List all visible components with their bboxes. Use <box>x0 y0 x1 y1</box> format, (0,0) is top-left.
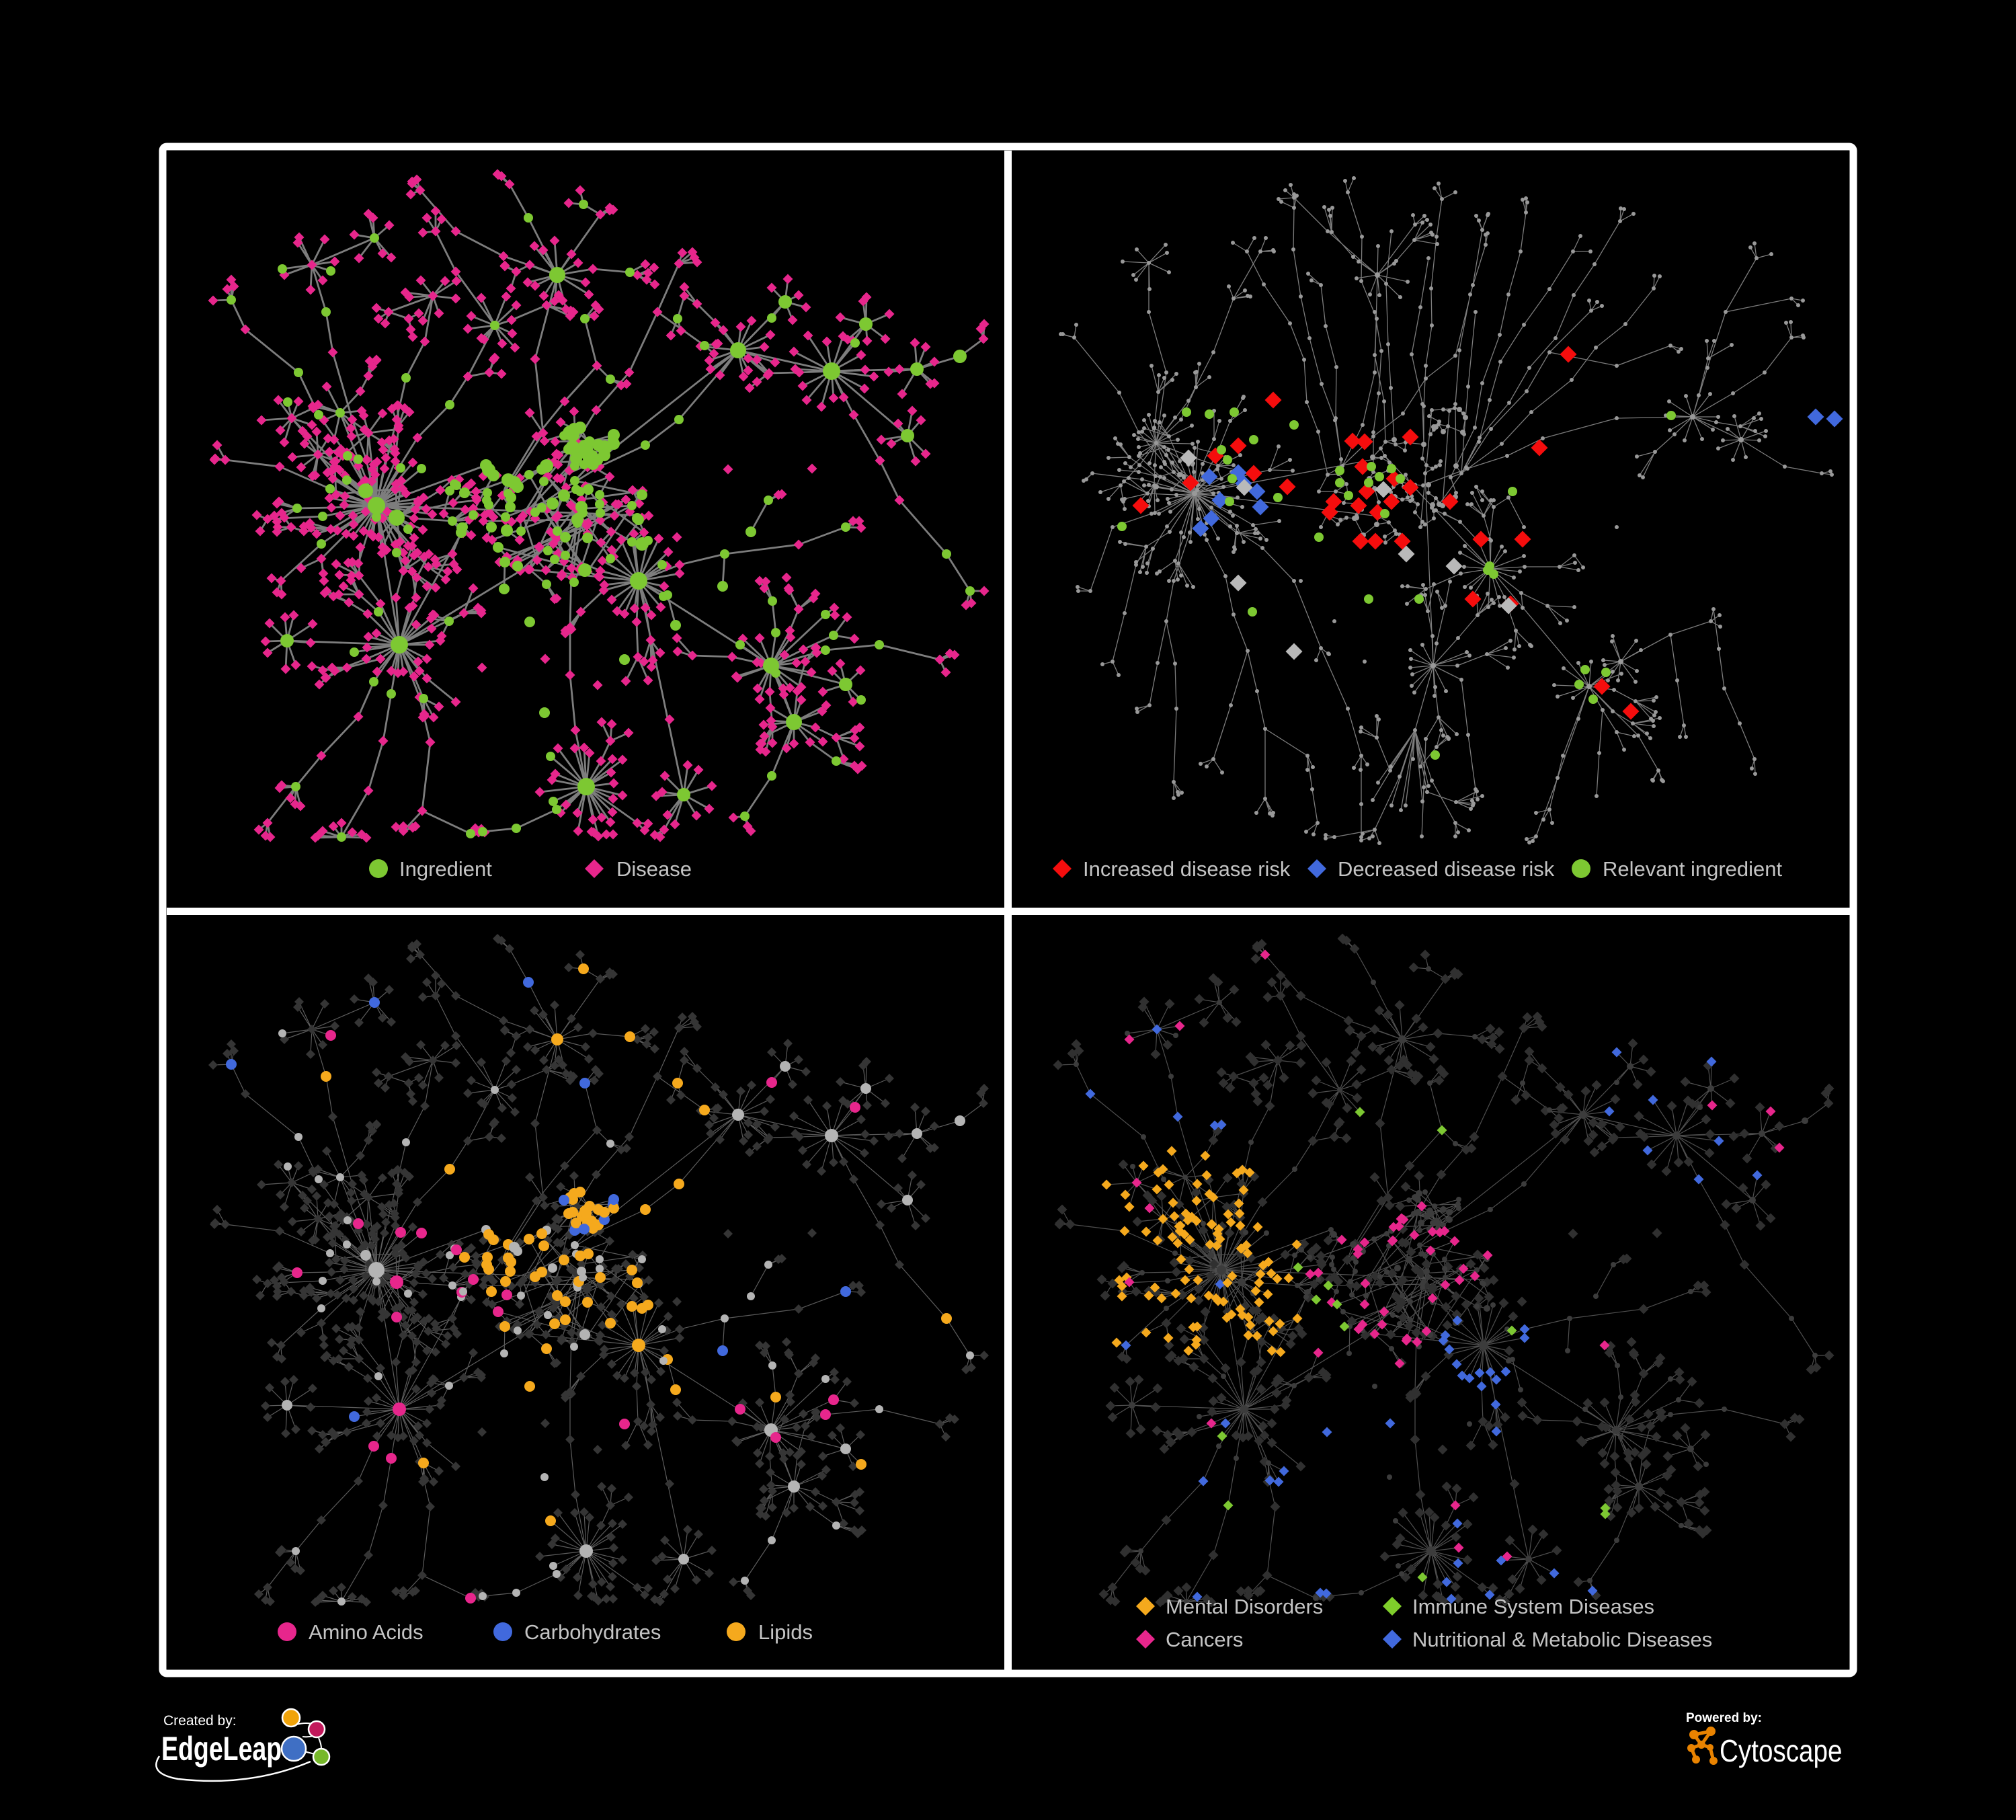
svg-text:Powered by:: Powered by: <box>1686 1711 1762 1725</box>
svg-text:Carbohydrates: Carbohydrates <box>524 1620 661 1644</box>
svg-text:Amino Acids: Amino Acids <box>309 1620 424 1644</box>
svg-text:Ingredient: Ingredient <box>399 857 492 881</box>
svg-text:Relevant ingredient: Relevant ingredient <box>1603 857 1783 881</box>
svg-text:Nutritional & Metabolic Diseas: Nutritional & Metabolic Diseases <box>1412 1628 1712 1651</box>
svg-text:Increased disease risk: Increased disease risk <box>1083 857 1291 881</box>
svg-text:Cytoscape: Cytoscape <box>1720 1734 1843 1768</box>
svg-text:Decreased disease risk: Decreased disease risk <box>1338 857 1555 881</box>
svg-text:Disease: Disease <box>616 857 692 881</box>
svg-text:EdgeLeap: EdgeLeap <box>161 1731 282 1768</box>
svg-text:Immune System Diseases: Immune System Diseases <box>1412 1595 1654 1618</box>
svg-text:Created by:: Created by: <box>163 1713 237 1729</box>
svg-text:Mental Disorders: Mental Disorders <box>1166 1595 1323 1618</box>
svg-text:Lipids: Lipids <box>758 1620 813 1644</box>
svg-text:Cancers: Cancers <box>1166 1628 1243 1651</box>
